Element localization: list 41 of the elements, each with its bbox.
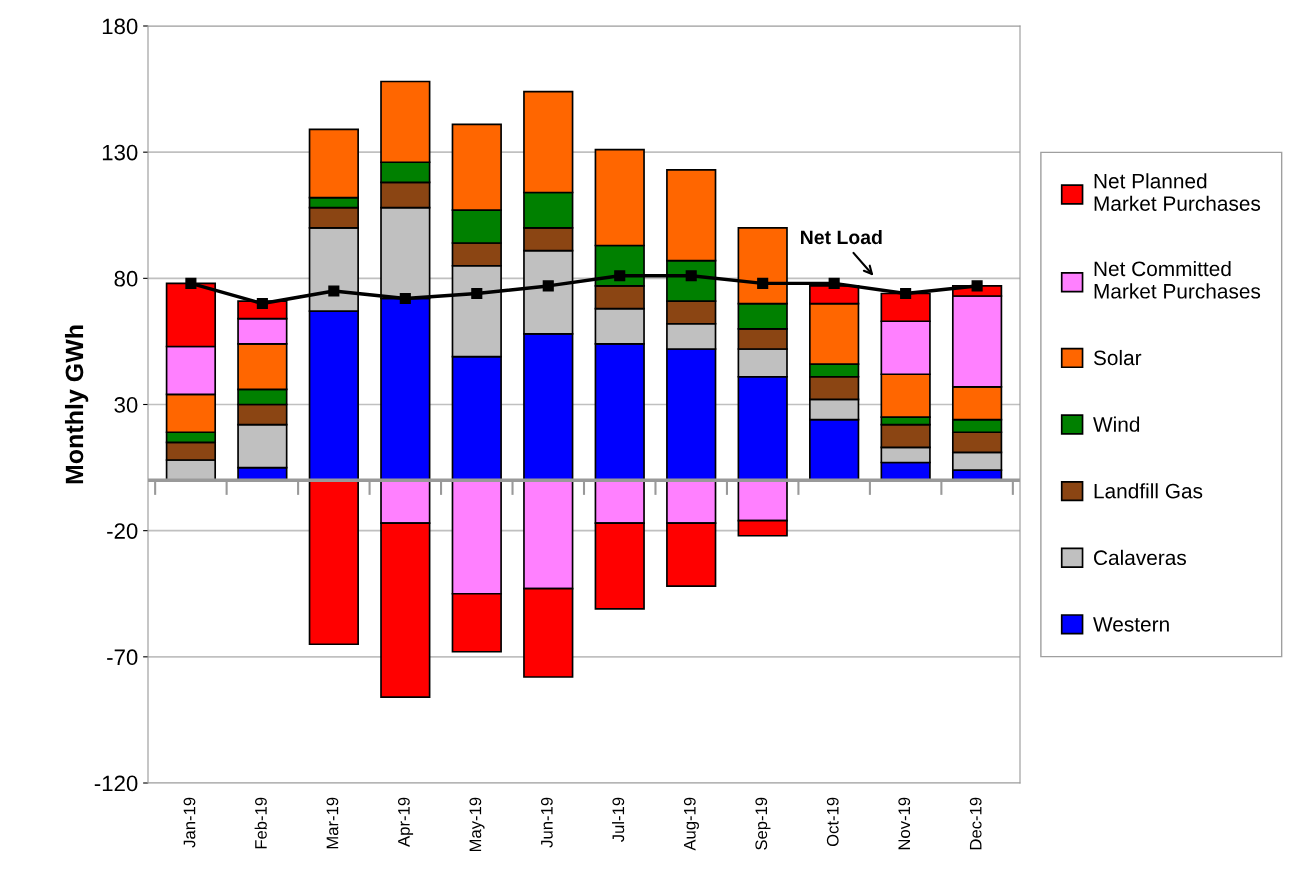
point	[828, 277, 840, 289]
point	[542, 280, 554, 292]
x-tick-label: Dec-19	[969, 797, 982, 850]
point	[328, 285, 340, 297]
text: Net Load	[801, 229, 882, 245]
point	[971, 280, 983, 292]
point	[757, 277, 769, 289]
point	[399, 292, 411, 305]
x-tick-label: Oct-19	[826, 797, 839, 847]
y-tick-label: 130	[102, 144, 138, 161]
point	[185, 277, 197, 289]
x-tick-label: Sep-19	[755, 797, 771, 850]
legend-label: Solar	[1093, 349, 1142, 366]
legend-label: Wind	[1093, 416, 1140, 432]
point	[256, 298, 268, 310]
y-tick-label: -70	[107, 649, 138, 666]
x-tick-label: Mar-19	[326, 797, 339, 849]
legend-label: Calaveras	[1094, 549, 1186, 566]
legend-label: Landfill Gas	[1094, 483, 1203, 499]
x-tick-label: Nov-19	[898, 797, 911, 850]
x-tick-label: Jan-19	[183, 797, 196, 848]
point	[900, 287, 912, 300]
y-tick-label: 80	[114, 270, 138, 287]
point	[471, 287, 483, 300]
point	[685, 270, 697, 282]
bar	[308, 479, 359, 646]
y-axis-title: Monthly GWh	[64, 325, 89, 484]
x-tick-label: Aug-19	[683, 797, 699, 851]
legend-label: Western	[1093, 617, 1169, 632]
y-tick-label: -20	[107, 523, 138, 539]
legend-label: Net Committed Market Purchases	[1094, 260, 1261, 299]
x-tick-label: May-19	[469, 797, 485, 852]
legend-label: Net Planned Market Purchases	[1094, 173, 1261, 211]
y-tick-label: -120	[94, 775, 138, 792]
x-tick-label: Jul-19	[611, 797, 625, 843]
y-tick-label: 30	[114, 397, 138, 413]
point	[614, 270, 626, 282]
y-tick-label: 180	[102, 18, 138, 35]
x-tick-label: Jun-19	[540, 797, 553, 848]
x-tick-label: Apr-19	[397, 797, 414, 847]
x-tick-label: Feb-19	[254, 797, 267, 849]
